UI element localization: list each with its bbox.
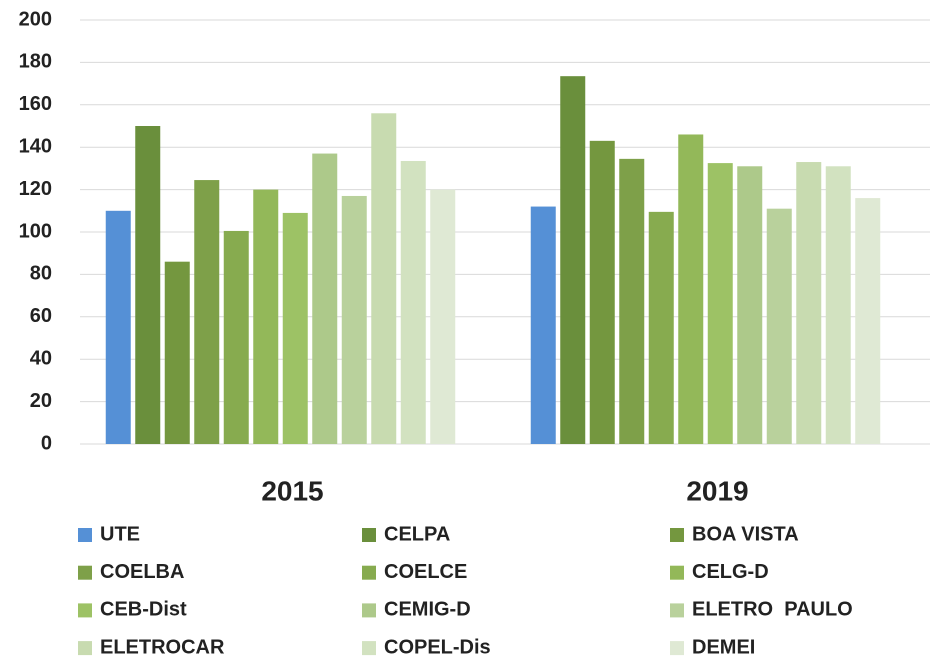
bar: [737, 166, 763, 444]
y-tick-label: 140: [19, 135, 52, 157]
legend-label: ELETRO PAULO: [692, 599, 853, 621]
legend-label: COELBA: [100, 561, 184, 583]
bar: [164, 261, 190, 444]
legend-label: BOA VISTA: [692, 523, 799, 545]
legend-swatch: [78, 528, 92, 542]
legend-swatch: [670, 565, 684, 580]
legend-swatch: [362, 565, 376, 580]
x-tick-label: 2019: [686, 475, 748, 506]
legend-label: CEMIG-D: [384, 599, 471, 621]
legend-swatch: [362, 641, 376, 656]
y-tick-label: 80: [30, 263, 52, 285]
y-tick-label: 120: [19, 178, 52, 200]
legend-label: DEMEI: [692, 636, 755, 657]
legend-label: CELPA: [384, 523, 450, 545]
bar: [648, 211, 674, 444]
y-tick-label: 0: [41, 432, 52, 454]
bar: [194, 180, 220, 444]
bar: [766, 208, 792, 444]
bar: [253, 189, 279, 444]
bar: [400, 160, 426, 445]
bar: [678, 134, 704, 445]
bar: [105, 210, 131, 444]
legend-swatch: [78, 603, 92, 618]
legend-label: COELCE: [384, 561, 467, 583]
bar: [619, 158, 645, 445]
legend-swatch: [362, 603, 376, 618]
legend-swatch: [78, 641, 92, 656]
bar: [855, 198, 881, 444]
bar: [135, 126, 161, 444]
y-tick-label: 20: [30, 390, 52, 412]
bar: [312, 153, 338, 444]
legend-swatch: [670, 528, 684, 542]
legend-label: CEB-Dist: [100, 599, 187, 621]
legend-label: ELETROCAR: [100, 636, 225, 657]
bar: [707, 163, 733, 444]
bar: [825, 166, 851, 444]
y-tick-label: 180: [19, 51, 52, 73]
legend-label: CELG-D: [692, 561, 769, 583]
bar: [341, 195, 367, 444]
bar: [589, 140, 615, 444]
x-tick-label: 2015: [261, 475, 323, 506]
bar: [560, 76, 586, 445]
legend-label: COPEL-Dis: [384, 636, 491, 657]
bar: [796, 162, 822, 445]
y-tick-label: 200: [19, 8, 52, 30]
legend-swatch: [670, 603, 684, 618]
bar: [282, 212, 308, 444]
bar: [530, 206, 556, 444]
y-tick-label: 60: [30, 305, 52, 327]
legend-swatch: [78, 565, 92, 580]
bar: [430, 189, 456, 444]
legend-swatch: [670, 641, 684, 656]
bar: [223, 230, 249, 444]
y-tick-label: 40: [30, 347, 52, 369]
y-tick-label: 100: [19, 220, 52, 242]
bar: [371, 113, 397, 444]
legend-swatch: [362, 528, 376, 542]
y-tick-label: 160: [19, 93, 52, 115]
legend-label: UTE: [100, 523, 140, 545]
